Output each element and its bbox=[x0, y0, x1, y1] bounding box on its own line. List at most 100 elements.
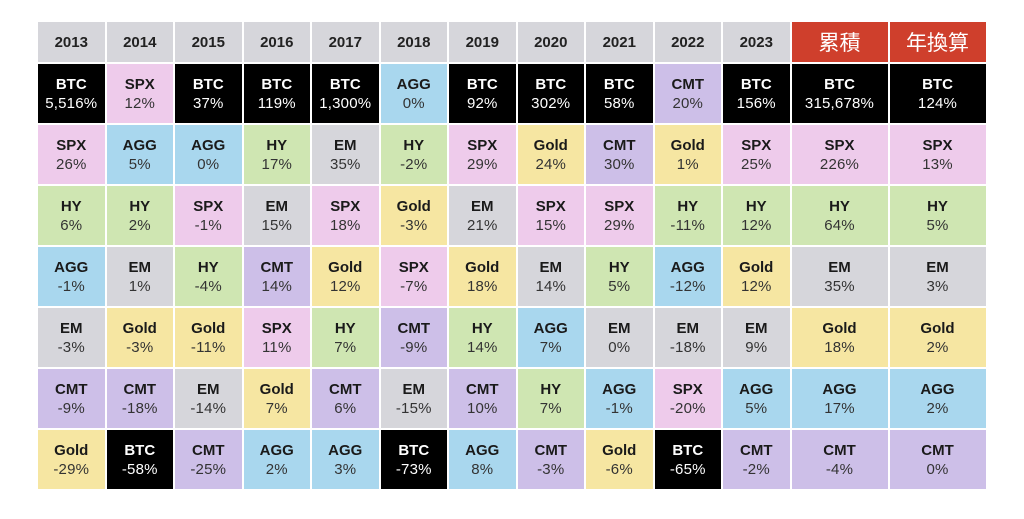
asset-label: BTC bbox=[535, 75, 567, 93]
table-cell-gold: Gold 12% bbox=[723, 247, 790, 306]
table-cell-gold: Gold 18% bbox=[449, 247, 516, 306]
table-cell-spx: SPX 11% bbox=[243, 308, 310, 367]
table-cell-hy: HY 6% bbox=[38, 186, 105, 245]
return-value: -58% bbox=[121, 460, 158, 478]
asset-label: CMT bbox=[921, 441, 954, 459]
asset-label: EM bbox=[608, 319, 631, 337]
column-header: 2017 bbox=[312, 22, 379, 62]
table-cell-spx: SPX 226% bbox=[791, 125, 888, 184]
return-value: -12% bbox=[669, 277, 706, 295]
return-value: -25% bbox=[190, 460, 227, 478]
asset-label: Gold bbox=[670, 136, 705, 154]
table-cell-cmt: CMT 20% bbox=[654, 64, 721, 123]
table-cell-spx: SPX 15% bbox=[517, 186, 584, 245]
column-header: 2015 bbox=[175, 22, 242, 62]
return-value: 2% bbox=[128, 216, 151, 234]
return-value: 24% bbox=[535, 155, 567, 173]
table-cell-em: EM -3% bbox=[38, 308, 105, 367]
return-value: 3% bbox=[334, 460, 357, 478]
asset-label: SPX bbox=[193, 197, 224, 215]
asset-label: SPX bbox=[467, 136, 498, 154]
asset-label: AGG bbox=[259, 441, 294, 459]
return-value: 156% bbox=[736, 94, 776, 112]
asset-label: EM bbox=[745, 319, 768, 337]
table-cell-cmt: CMT -9% bbox=[380, 308, 447, 367]
return-value: 15% bbox=[535, 216, 567, 234]
table-cell-gold: Gold 7% bbox=[243, 369, 310, 428]
table-cell-em: EM 9% bbox=[723, 308, 790, 367]
table-cell-gold: Gold 2% bbox=[889, 308, 986, 367]
table-cell-spx: SPX -20% bbox=[654, 369, 721, 428]
asset-label: CMT bbox=[534, 441, 568, 459]
table-cell-em: EM 3% bbox=[889, 247, 986, 306]
return-value: 15% bbox=[261, 216, 293, 234]
return-value: -18% bbox=[669, 338, 706, 356]
return-value: 35% bbox=[824, 277, 855, 295]
asset-label: Gold bbox=[328, 258, 363, 276]
table-cell-cmt: CMT 30% bbox=[586, 125, 653, 184]
table-cell-agg: AGG 0% bbox=[175, 125, 242, 184]
return-value: 5% bbox=[745, 399, 768, 417]
return-value: 7% bbox=[539, 399, 562, 417]
column-header: 年換算 bbox=[889, 22, 986, 62]
column-header: 2022 bbox=[654, 22, 721, 62]
return-value: -3% bbox=[57, 338, 85, 356]
asset-label: Gold bbox=[259, 380, 294, 398]
table-cell-btc: BTC 156% bbox=[723, 64, 790, 123]
asset-label: SPX bbox=[124, 75, 155, 93]
asset-label: EM bbox=[265, 197, 289, 215]
return-value: 0% bbox=[608, 338, 631, 356]
table-cell-spx: SPX 26% bbox=[38, 125, 105, 184]
table-cell-btc: BTC 58% bbox=[586, 64, 653, 123]
return-value: -4% bbox=[194, 277, 222, 295]
table-cell-agg: AGG 7% bbox=[517, 308, 584, 367]
return-value: -4% bbox=[825, 460, 854, 478]
return-value: 17% bbox=[824, 399, 855, 417]
table-cell-spx: SPX 29% bbox=[586, 186, 653, 245]
asset-returns-table: 2013 BTC 5,516% SPX 26% HY 6% AGG -1% EM -3% CMT -9%… bbox=[38, 22, 986, 489]
asset-label: CMT bbox=[466, 380, 499, 398]
asset-label: Gold bbox=[822, 319, 857, 337]
asset-label: Gold bbox=[191, 319, 226, 337]
asset-label: SPX bbox=[922, 136, 953, 154]
asset-label: BTC bbox=[466, 75, 498, 93]
asset-label: Gold bbox=[465, 258, 500, 276]
asset-label: HY bbox=[677, 197, 699, 215]
return-value: -1% bbox=[57, 277, 85, 295]
column-header: 2016 bbox=[243, 22, 310, 62]
column-header: 2014 bbox=[106, 22, 173, 62]
return-value: -1% bbox=[194, 216, 222, 234]
return-value: 0% bbox=[402, 94, 425, 112]
return-value: 14% bbox=[261, 277, 293, 295]
column-header: 2018 bbox=[380, 22, 447, 62]
table-cell-hy: HY -11% bbox=[654, 186, 721, 245]
table-cell-btc: BTC -58% bbox=[106, 430, 173, 489]
asset-label: BTC bbox=[603, 75, 635, 93]
asset-label: Gold bbox=[739, 258, 774, 276]
asset-label: SPX bbox=[604, 197, 635, 215]
return-value: 18% bbox=[329, 216, 361, 234]
table-cell-em: EM 35% bbox=[312, 125, 379, 184]
table-cell-btc: BTC -65% bbox=[654, 430, 721, 489]
asset-label: BTC bbox=[329, 75, 361, 93]
return-value: 25% bbox=[740, 155, 772, 173]
table-cell-btc: BTC 1,300% bbox=[312, 64, 379, 123]
asset-label: HY bbox=[60, 197, 82, 215]
table-cell-agg: AGG 5% bbox=[723, 369, 790, 428]
table-cell-hy: HY 14% bbox=[449, 308, 516, 367]
table-cell-gold: Gold -6% bbox=[586, 430, 653, 489]
asset-label: SPX bbox=[56, 136, 87, 154]
return-value: 37% bbox=[192, 94, 224, 112]
return-value: 1% bbox=[128, 277, 151, 295]
return-value: -9% bbox=[57, 399, 85, 417]
return-value: 7% bbox=[334, 338, 357, 356]
return-value: -65% bbox=[669, 460, 706, 478]
table-cell-agg: AGG 2% bbox=[889, 369, 986, 428]
return-value: 14% bbox=[466, 338, 498, 356]
return-value: 119% bbox=[257, 94, 296, 112]
asset-label: SPX bbox=[535, 197, 566, 215]
asset-label: AGG bbox=[822, 380, 857, 398]
table-cell-agg: AGG 8% bbox=[449, 430, 516, 489]
asset-label: BTC bbox=[398, 441, 430, 459]
return-value: 315,678% bbox=[804, 94, 875, 112]
